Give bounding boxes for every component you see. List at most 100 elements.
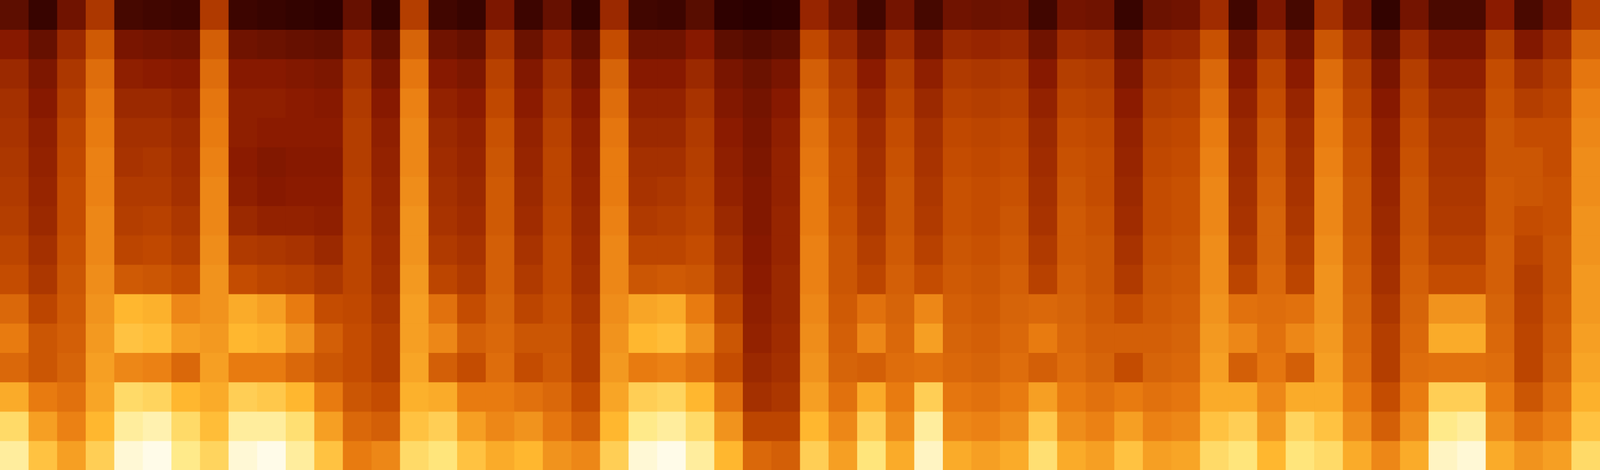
cell [800,293,829,324]
cell [485,29,515,60]
cell [1028,264,1058,295]
cell [1514,264,1544,295]
cell [942,352,972,383]
cell [800,440,829,470]
cell [1228,322,1258,353]
cell [685,88,715,119]
cell [800,264,829,295]
cell [457,117,486,148]
cell [999,440,1029,470]
cell [1114,293,1143,324]
cell [485,411,515,442]
cell [200,293,229,324]
cell [771,117,801,148]
cell [828,264,858,295]
cell [1571,352,1600,383]
cell [600,146,629,177]
cell [571,205,601,236]
cell [142,411,172,442]
cell [1028,146,1058,177]
cell [485,293,515,324]
cell [28,440,58,470]
cell [1571,235,1600,265]
cell [1057,381,1086,412]
cell [85,146,115,177]
cell [1485,235,1515,265]
cell [342,205,372,236]
cell [1342,352,1372,383]
cell [1571,264,1600,295]
cell [942,117,972,148]
cell [1514,322,1544,353]
cell [85,352,115,383]
cell [514,322,544,353]
cell [1571,58,1600,89]
cell [114,117,144,148]
cell [1399,411,1429,442]
cell [685,146,715,177]
cell [857,117,886,148]
cell [1371,235,1400,265]
cell [400,117,429,148]
cell [285,205,315,236]
cell [1085,381,1115,412]
cell [828,381,858,412]
cell [114,322,144,353]
cell [657,176,686,206]
cell [257,352,286,383]
cell [1457,352,1487,383]
cell [56,264,86,295]
cell [1114,29,1143,60]
cell [228,58,258,89]
cell [828,322,858,353]
cell [200,0,229,30]
cell [1399,146,1429,177]
cell [200,352,229,383]
cell [1257,58,1287,89]
cell [857,176,886,206]
cell [1114,235,1143,265]
cell [1057,0,1086,30]
cell [971,176,1001,206]
cell [1257,440,1287,470]
cell [314,29,344,60]
cell [1543,146,1572,177]
cell [257,29,286,60]
cell [657,293,686,324]
cell [428,440,458,470]
cell [1085,88,1115,119]
cell [1057,88,1086,119]
cell [1171,264,1201,295]
cell [1285,322,1315,353]
cell [828,88,858,119]
cell [1285,264,1315,295]
cell [542,352,572,383]
cell [371,293,401,324]
cell [28,411,58,442]
cell [628,0,658,30]
cell [1342,29,1372,60]
cell [828,58,858,89]
cell [1514,117,1544,148]
cell [257,381,286,412]
cell [171,58,201,89]
cell [857,411,886,442]
cell [342,117,372,148]
cell [571,117,601,148]
cell [1428,0,1458,30]
cell [0,235,29,265]
cell [1257,235,1287,265]
cell [114,176,144,206]
cell [942,264,972,295]
cell [971,0,1001,30]
cell [1514,146,1544,177]
cell [56,0,86,30]
cell [1543,293,1572,324]
cell [114,29,144,60]
cell [0,88,29,119]
cell [1114,58,1143,89]
cell [685,58,715,89]
cell [1342,264,1372,295]
cell [257,0,286,30]
cell [1571,205,1600,236]
